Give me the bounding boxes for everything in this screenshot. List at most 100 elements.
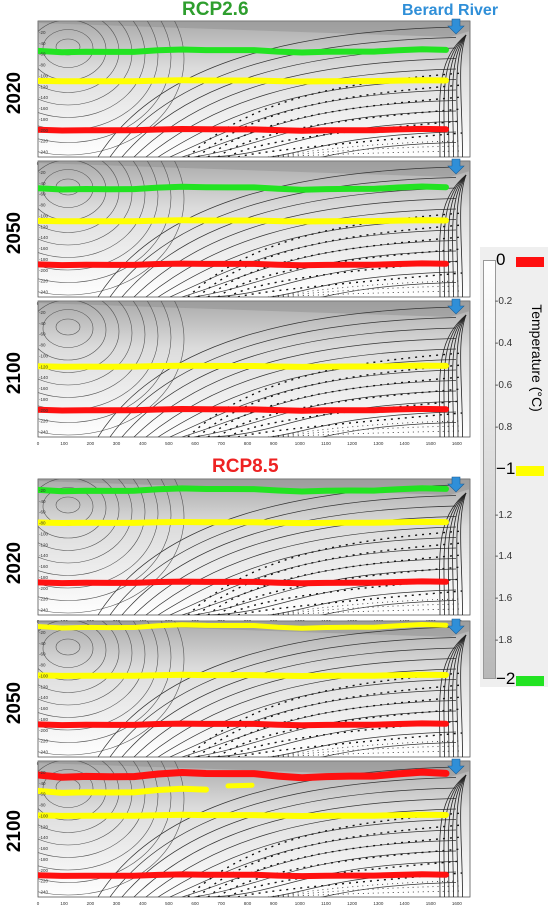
cross-section-plot: -20 -40 -60 -80 -100 -120 -140 -160 -180 -200 -220…	[37, 476, 471, 624]
streamline-vertical	[460, 34, 467, 157]
y-tick-label: -100	[39, 213, 49, 218]
isotherm-minus1	[38, 671, 449, 680]
colorbar-tick: -1.8	[495, 635, 513, 646]
isotherm-minus2	[38, 46, 449, 56]
cross-section-plot: -20 -40 -60 -80 -100 -120 -140 -160 -180 -200 -220…	[37, 298, 471, 446]
streamline	[157, 537, 457, 615]
basin-domain	[37, 620, 471, 758]
streamline	[169, 229, 457, 297]
year-label-2020-rcp26: 2020	[4, 71, 25, 115]
x-tick-label: 1100	[321, 901, 331, 906]
colorbar-major-minus2: −2	[496, 669, 516, 688]
y-tick-label: -120	[39, 824, 49, 829]
streamlines-group	[38, 21, 470, 157]
y-tick-label: -160	[39, 246, 49, 251]
panel-rcp85-2020: -20 -40 -60 -80 -100 -120 -140 -160 -180 -200 -220…	[30, 476, 476, 626]
streamline-vertical	[460, 314, 467, 437]
streamline	[145, 526, 457, 615]
x-tick-label: 0	[37, 441, 40, 446]
y-tick-label: -120	[39, 364, 49, 369]
y-tick-label: -240	[39, 750, 49, 755]
x-tick-label: 1600	[452, 901, 463, 906]
isotherm-minus1-surface	[38, 621, 449, 631]
streamline-vertical	[447, 34, 467, 157]
berard-river-label: Berard River	[402, 2, 499, 19]
isotherm-minus1	[38, 217, 449, 225]
y-tick-label: -80	[39, 343, 46, 348]
recirculation-loop	[38, 761, 159, 871]
y-tick-label: -220	[39, 139, 49, 144]
x-tick-label: 400	[139, 441, 147, 446]
streamline	[133, 198, 457, 297]
y-tick-label: -180	[39, 397, 49, 402]
y-tick-label: -160	[39, 106, 49, 111]
recirculation-loop	[38, 761, 146, 858]
basin-domain	[37, 20, 471, 158]
year-label-2050-rcp26: 2050	[4, 211, 25, 255]
recirculation-loop	[38, 161, 133, 246]
recirculation-loop	[38, 301, 172, 423]
cross-section-plot: -20 -40 -60 -80 -100 -120 -140 -160 -180 -200 -220…	[37, 758, 471, 906]
streamline-vertical	[443, 34, 467, 157]
isotherm-minus1	[38, 77, 449, 85]
y-tick-label: -120	[39, 224, 49, 229]
streamline	[169, 369, 457, 437]
y-tick-label: -180	[39, 575, 49, 580]
streamline	[193, 850, 457, 897]
streamline-vertical	[447, 774, 467, 897]
streamline-vertical	[439, 174, 467, 297]
streamline	[121, 505, 457, 615]
streamline	[97, 306, 457, 437]
y-tick-label: -220	[39, 419, 49, 424]
y-tick-label: -140	[39, 95, 49, 100]
streamline-vertical	[452, 314, 467, 437]
y-tick-label: -220	[39, 879, 49, 884]
x-tick-label: 1100	[321, 441, 331, 446]
streamline	[97, 766, 457, 897]
y-tick-label: -240	[39, 150, 49, 155]
x-tick-label: 0	[37, 901, 40, 906]
x-tick-label: 1200	[347, 901, 358, 906]
y-tick-label: -200	[39, 268, 49, 273]
y-tick-label: -140	[39, 835, 49, 840]
streamline	[218, 731, 457, 757]
streamline	[169, 547, 457, 615]
rcp26-header: RCP2.6	[182, 0, 249, 20]
streamline	[193, 710, 457, 757]
y-tick-label: -80	[39, 663, 46, 668]
x-tick-label: 1200	[347, 441, 358, 446]
colorbar-tick: -1.4	[495, 551, 513, 562]
recirculation-loop	[38, 621, 107, 681]
y-tick-label: -80	[39, 63, 46, 68]
x-tick-label: 700	[218, 901, 226, 906]
colorbar-tick: -0.8	[495, 422, 513, 433]
y-tick-label: -120	[39, 684, 49, 689]
y-tick-label: -140	[39, 235, 49, 240]
y-tick-label: -20	[39, 630, 46, 635]
panel-rcp26-2020: -20 -40 -60 -80 -100 -120 -140 -160 -180 -200 -220…	[30, 18, 476, 168]
recirculation-loop	[38, 479, 146, 576]
y-tick-label: -120	[39, 84, 49, 89]
x-tick-label: 900	[270, 441, 278, 446]
streamline	[97, 626, 457, 757]
y-tick-label: -20	[39, 170, 46, 175]
y-tick-label: -40	[39, 181, 46, 186]
recirculation-loop	[38, 479, 120, 551]
colorbar-tick: -0.6	[495, 380, 513, 391]
recirculation-loop	[38, 301, 185, 436]
x-tick-label: 800	[244, 441, 252, 446]
y-tick-label: -220	[39, 279, 49, 284]
streamline-vertical	[447, 634, 467, 757]
y-tick-label: -240	[39, 608, 49, 613]
recirculation-loop	[55, 318, 81, 336]
streamline-vertical	[452, 774, 467, 897]
streamline	[218, 131, 457, 157]
recirculation-loop	[38, 21, 172, 143]
streamlines-group	[38, 621, 470, 757]
y-tick-label: -200	[39, 868, 49, 873]
recirculation-loop	[38, 161, 159, 271]
x-tick-label: 1500	[426, 441, 437, 446]
x-tick-label: 1400	[400, 901, 411, 906]
y-tick-label: -160	[39, 706, 49, 711]
recirculation-loop	[38, 761, 185, 896]
